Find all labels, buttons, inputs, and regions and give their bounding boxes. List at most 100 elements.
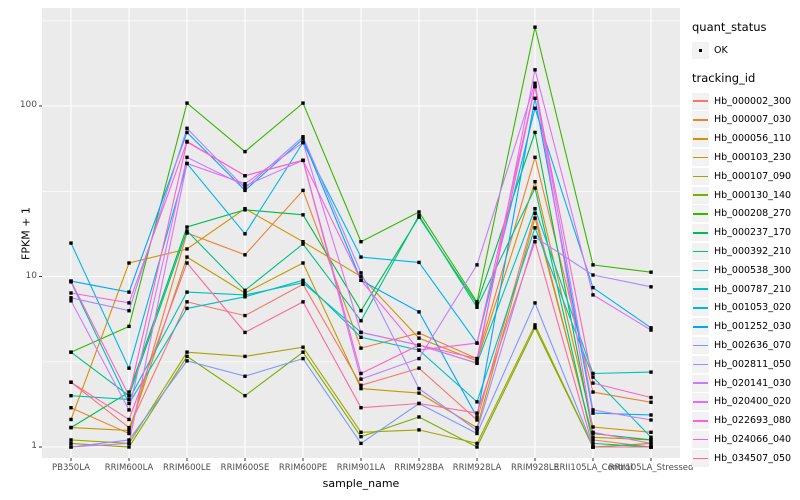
data-point	[591, 285, 595, 290]
data-point	[243, 253, 247, 257]
data-point	[243, 186, 247, 190]
data-point	[591, 435, 595, 439]
series-line-icon	[693, 231, 708, 234]
data-point	[301, 242, 305, 246]
data-point	[301, 300, 305, 304]
legend-item-Hb_002636_070: Hb_002636_070	[692, 336, 800, 355]
series-color-key	[692, 374, 709, 392]
x-tick-label: RRIM600LE	[163, 463, 211, 473]
series-color-key	[692, 299, 709, 317]
data-point	[301, 137, 305, 141]
data-point	[243, 291, 247, 295]
data-point	[301, 278, 305, 282]
series-color-key	[692, 449, 709, 467]
data-point	[359, 335, 363, 339]
data-point	[417, 336, 421, 340]
data-point	[301, 280, 305, 285]
series-color-key	[692, 92, 709, 110]
data-point	[243, 208, 247, 212]
x-axis-title: sample_name	[322, 477, 400, 490]
legend-title-tracking-id: tracking_id	[692, 70, 756, 85]
data-point	[127, 425, 131, 430]
data-point	[359, 377, 363, 381]
y-tick-label: 1	[31, 441, 37, 451]
data-point	[649, 370, 653, 374]
legend-item-Hb_020141_030: Hb_020141_030	[692, 374, 800, 393]
data-point	[475, 305, 479, 309]
series-line-icon	[693, 213, 708, 215]
data-point	[417, 401, 421, 406]
data-point	[301, 188, 305, 193]
data-point	[185, 261, 189, 265]
data-point	[591, 411, 595, 415]
data-point	[417, 348, 421, 352]
legend-item-Hb_020400_020: Hb_020400_020	[692, 393, 800, 412]
legend: quant_status OK tracking_id Hb_000002_30…	[692, 20, 800, 468]
legend-item-Hb_000056_110: Hb_000056_110	[692, 129, 800, 148]
data-point	[301, 261, 305, 265]
data-point	[649, 430, 653, 434]
data-point	[533, 301, 537, 305]
legend-item-Hb_000208_270: Hb_000208_270	[692, 205, 800, 224]
legend-item-label: Hb_020400_020	[714, 396, 792, 408]
data-point	[301, 135, 305, 139]
legend-item-label: Hb_034507_050	[714, 452, 792, 464]
data-point	[185, 161, 189, 166]
data-point	[475, 400, 479, 404]
series-color-key	[692, 167, 709, 185]
y-tick-label: 100	[19, 100, 37, 110]
data-point	[243, 188, 247, 193]
data-point	[475, 428, 479, 433]
legend-item-Hb_000103_230: Hb_000103_230	[692, 148, 800, 167]
series-color-key	[692, 431, 709, 449]
data-point	[185, 229, 189, 233]
legend-tracking-items: Hb_000002_300 Hb_000007_030 Hb_000056_110 H…	[692, 92, 800, 468]
legend-item-Hb_000130_140: Hb_000130_140	[692, 186, 800, 205]
data-point	[417, 310, 421, 314]
data-point	[69, 279, 73, 283]
data-point	[243, 313, 247, 318]
data-point	[475, 302, 479, 306]
series-line-icon	[693, 363, 708, 366]
series-line-icon	[693, 307, 708, 309]
data-point	[127, 301, 131, 305]
legend-item-label: Hb_000538_300	[714, 264, 792, 276]
data-point	[127, 261, 131, 265]
data-point	[185, 101, 189, 105]
data-point	[533, 179, 537, 184]
data-point	[301, 356, 305, 361]
legend-item-Hb_000392_210: Hb_000392_210	[692, 242, 800, 261]
data-point	[417, 210, 421, 214]
data-point	[243, 293, 247, 297]
data-point	[359, 319, 363, 323]
data-point	[69, 441, 73, 446]
series-line-icon	[693, 194, 708, 196]
legend-item-label: Hb_000208_270	[714, 208, 792, 220]
x-tick-label: RRIM928LE	[511, 463, 559, 473]
data-point	[591, 371, 595, 376]
series-color-key	[692, 186, 709, 204]
data-point	[533, 326, 537, 330]
data-point	[185, 126, 189, 130]
series-line-icon	[693, 401, 708, 403]
data-point	[127, 290, 131, 294]
data-point	[359, 309, 363, 313]
series-line-icon	[693, 344, 708, 347]
series-line-icon	[693, 269, 708, 272]
data-point	[69, 241, 73, 245]
data-point	[359, 278, 363, 282]
data-point	[69, 380, 73, 384]
data-point	[359, 386, 363, 391]
data-point	[475, 441, 479, 446]
legend-item-label: Hb_022693_080	[714, 415, 792, 427]
x-tick-label: RRIM928BA	[394, 463, 444, 473]
y-axis-title: FPKM + 1	[19, 207, 33, 260]
legend-item-label: Hb_000056_110	[714, 133, 792, 145]
data-point	[185, 290, 189, 294]
data-point	[649, 441, 653, 446]
data-point	[185, 140, 189, 144]
series-color-key	[692, 280, 709, 298]
data-point	[533, 239, 537, 244]
x-tick-label: RRII105LA_Stressed	[608, 463, 694, 473]
